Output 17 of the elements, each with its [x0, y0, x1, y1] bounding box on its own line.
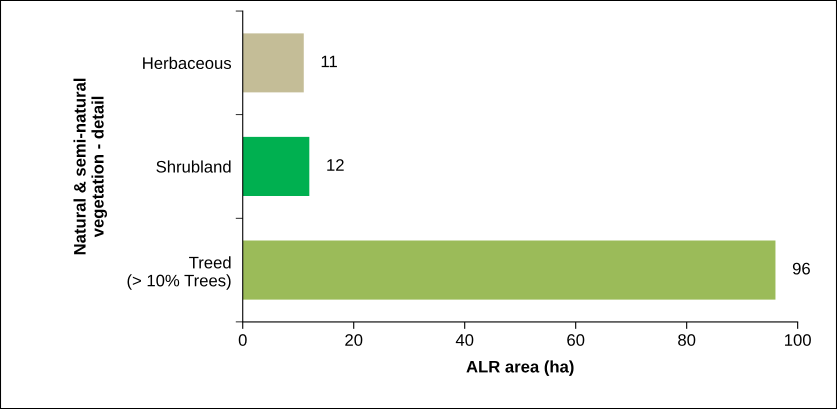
- data-label: 11: [322, 56, 337, 68]
- data-label: 12: [327, 159, 344, 171]
- x-tick-label: 20: [345, 334, 362, 346]
- x-tick-label: 40: [456, 334, 474, 346]
- x-tick-label: 0: [238, 334, 247, 346]
- y-axis-title: Natural & semi-natural vegetation - detail: [73, 78, 108, 254]
- bar: [242, 136, 310, 196]
- x-tick-label: 100: [785, 334, 811, 346]
- y-tick-label: Shrubland: [156, 160, 231, 173]
- x-tick-label: 80: [678, 334, 696, 346]
- x-axis-title: ALR area (ha): [466, 360, 574, 376]
- bar: [242, 240, 776, 300]
- x-tick-label: 60: [567, 334, 584, 346]
- y-tick-label: Herbaceous: [143, 56, 232, 70]
- data-label: 96: [792, 262, 810, 275]
- y-tick-label: Treed (> 10% Trees): [128, 256, 231, 290]
- bar: [242, 33, 304, 92]
